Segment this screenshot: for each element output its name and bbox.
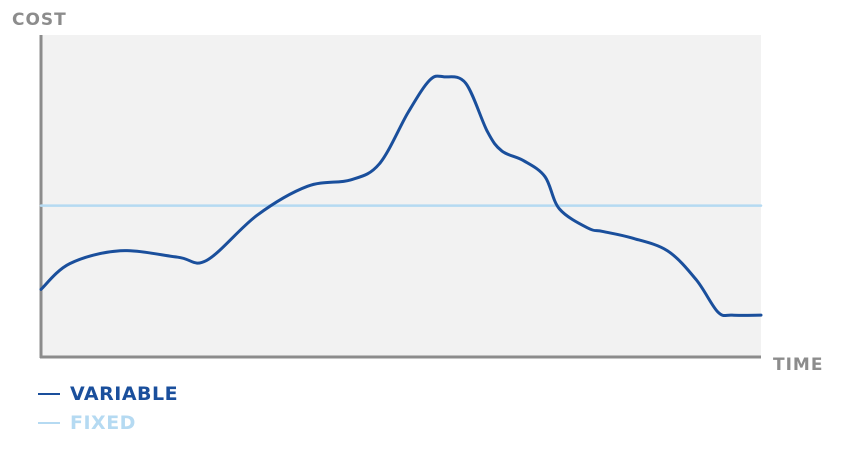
legend-swatch-fixed (38, 422, 60, 424)
plot-area (40, 35, 761, 357)
series-layer (39, 74, 763, 318)
series-line-variable (39, 74, 763, 318)
y-axis-title: COST (12, 10, 67, 30)
x-axis-title: TIME (773, 355, 823, 375)
legend-swatch-variable (38, 393, 60, 395)
legend-item-fixed: FIXED (38, 412, 136, 434)
legend-item-variable: VARIABLE (38, 383, 178, 405)
legend-label-variable: VARIABLE (70, 383, 179, 405)
legend-label-fixed: FIXED (70, 412, 136, 434)
